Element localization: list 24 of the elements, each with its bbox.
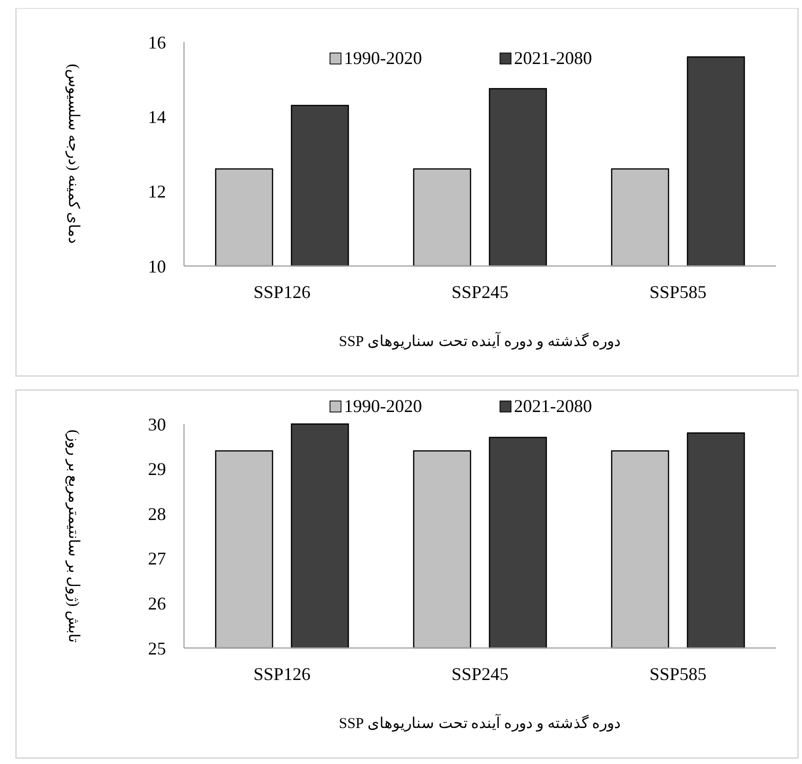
y-axis-title: دمای کمینه (درجه سلسیوس) <box>64 64 81 244</box>
x-tick-label: SSP245 <box>451 664 509 684</box>
y-tick-label: 26 <box>148 594 166 614</box>
y-tick-label: 30 <box>148 414 166 434</box>
y-tick-label: 16 <box>148 32 166 52</box>
y-tick-label: 27 <box>148 548 166 569</box>
x-tick-label: SSP126 <box>253 664 311 684</box>
legend-label: 1990-2020 <box>344 48 422 68</box>
y-tick-label: 12 <box>148 182 166 202</box>
y-tick-label: 28 <box>148 504 166 524</box>
x-tick-label: SSP126 <box>253 282 311 302</box>
y-tick-label: 14 <box>148 106 166 127</box>
y-axis-title: تابش (ژول بر سانتیمترمربع بر روز) <box>64 430 81 642</box>
x-tick-label: SSP585 <box>649 282 707 302</box>
y-tick-label: 29 <box>148 459 166 480</box>
legend-label: 2021-2080 <box>514 396 592 416</box>
legend-label: 1990-2020 <box>344 396 422 416</box>
x-axis-title: دوره گذشته و دوره آینده تحت سناریوهای SSP <box>338 714 622 732</box>
legend-label: 2021-2080 <box>514 48 592 68</box>
x-tick-label: SSP585 <box>649 664 707 684</box>
x-tick-label: SSP245 <box>451 282 509 302</box>
x-axis-title: دوره گذشته و دوره آینده تحت سناریوهای SSP <box>338 332 622 350</box>
y-tick-label: 10 <box>148 256 166 276</box>
y-tick-label: 25 <box>148 638 166 658</box>
